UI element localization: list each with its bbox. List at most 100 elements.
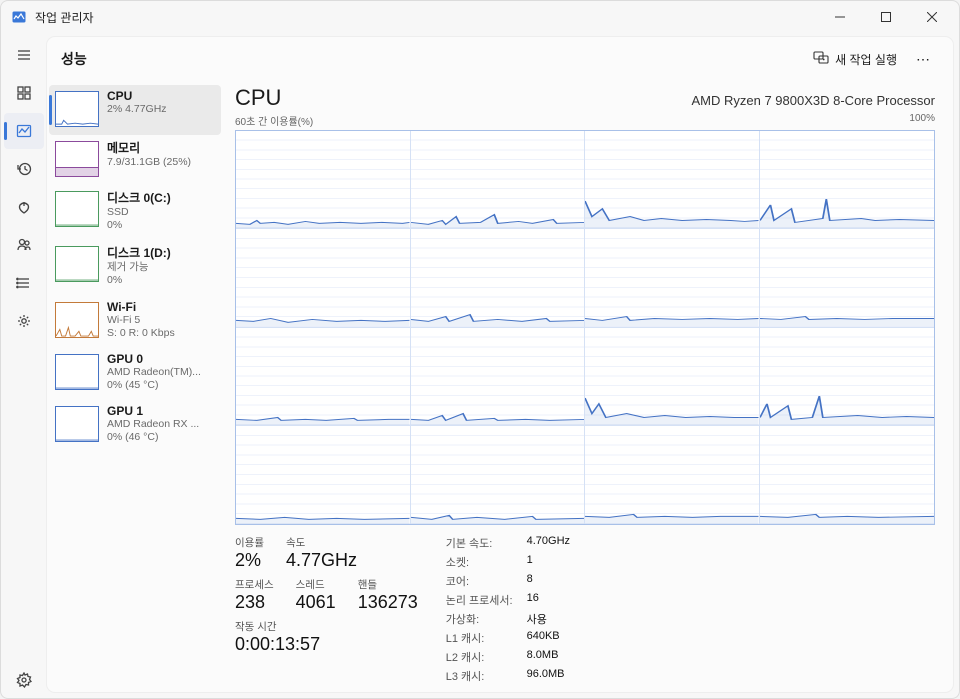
core-chart-14: [585, 426, 760, 524]
proc-value: 238: [235, 592, 274, 613]
axis-right-label: 100%: [909, 113, 935, 128]
perf-item-title: GPU 1: [107, 404, 199, 418]
new-task-label: 새 작업 실행: [835, 51, 897, 68]
more-button[interactable]: ⋯: [909, 51, 939, 68]
core-chart-2: [585, 131, 760, 229]
nav-details[interactable]: [4, 265, 44, 301]
perf-thumb-cpu: [55, 91, 99, 127]
info-key: L1 캐시:: [446, 630, 513, 646]
nav-settings[interactable]: [4, 662, 44, 698]
core-chart-4: [236, 229, 411, 327]
perf-item-title: 디스크 1(D:): [107, 244, 171, 261]
perf-item-title: CPU: [107, 89, 167, 103]
perf-item-sub1: SSD: [107, 206, 171, 219]
axis-left-label: 60초 간 이용률(%): [235, 113, 313, 128]
cpu-core-chart-grid: [235, 130, 935, 525]
util-label: 이용률: [235, 535, 264, 550]
info-value: 4.70GHz: [527, 535, 570, 551]
perf-resource-list: CPU2% 4.77GHz메모리7.9/31.1GB (25%)디스크 0(C:…: [47, 81, 223, 692]
nav-rail: [1, 33, 47, 698]
cpu-model: AMD Ryzen 7 9800X3D 8-Core Processor: [692, 93, 936, 108]
perf-item-disk1[interactable]: 디스크 1(D:)제거 가능0%: [49, 240, 221, 295]
task-manager-window: 작업 관리자 성능 새 작업 실행: [0, 0, 960, 699]
core-chart-3: [760, 131, 935, 229]
info-value: 1: [527, 554, 570, 570]
core-chart-8: [236, 328, 411, 426]
core-chart-10: [585, 328, 760, 426]
info-key: 기본 속도:: [446, 535, 513, 551]
info-value: 96.0MB: [527, 668, 570, 684]
perf-thumb-disk0: [55, 191, 99, 227]
titlebar: 작업 관리자: [1, 1, 959, 33]
perf-item-title: Wi-Fi: [107, 300, 175, 314]
info-key: L3 캐시:: [446, 668, 513, 684]
perf-item-sub1: AMD Radeon RX ...: [107, 418, 199, 431]
perf-thumb-gpu1: [55, 406, 99, 442]
minimize-button[interactable]: [817, 1, 863, 33]
util-value: 2%: [235, 550, 264, 571]
info-value: 8: [527, 573, 570, 589]
core-chart-5: [411, 229, 586, 327]
perf-item-sub1: AMD Radeon(TM)...: [107, 366, 201, 379]
perf-item-gpu1[interactable]: GPU 1AMD Radeon RX ...0% (46 °C): [49, 400, 221, 452]
core-chart-12: [236, 426, 411, 524]
core-chart-0: [236, 131, 411, 229]
perf-item-title: 디스크 0(C:): [107, 189, 171, 206]
info-key: 소켓:: [446, 554, 513, 570]
maximize-button[interactable]: [863, 1, 909, 33]
handle-value: 136273: [358, 592, 418, 613]
perf-item-sub2: 0% (45 °C): [107, 379, 201, 392]
new-task-button[interactable]: 새 작업 실행: [805, 47, 905, 72]
app-title: 작업 관리자: [35, 9, 817, 26]
detail-title: CPU: [235, 85, 281, 111]
nav-startup[interactable]: [4, 189, 44, 225]
cpu-stats: 이용률 2% 속도 4.77GHz 프로세스: [235, 535, 935, 684]
perf-item-sub2: S: 0 R: 0 Kbps: [107, 327, 175, 340]
info-value: 16: [527, 592, 570, 608]
perf-thumb-disk1: [55, 246, 99, 282]
perf-item-memory[interactable]: 메모리7.9/31.1GB (25%): [49, 135, 221, 185]
nav-services[interactable]: [4, 303, 44, 339]
core-chart-9: [411, 328, 586, 426]
perf-item-sub1: 7.9/31.1GB (25%): [107, 156, 191, 169]
perf-item-sub1: Wi-Fi 5: [107, 314, 175, 327]
core-chart-11: [760, 328, 935, 426]
info-key: L2 캐시:: [446, 649, 513, 665]
perf-item-sub1: 2% 4.77GHz: [107, 103, 167, 116]
nav-processes[interactable]: [4, 75, 44, 111]
content-header: 성능 새 작업 실행 ⋯: [47, 37, 953, 81]
cpu-info-table: 기본 속도: 4.70GHz 소켓: 1 코어: 8 논리 프로세서: 16 가상화: 사용 L1 …: [446, 535, 570, 684]
speed-label: 속도: [286, 535, 357, 550]
thread-value: 4061: [296, 592, 336, 613]
perf-item-sub2: 0%: [107, 219, 171, 232]
perf-item-cpu[interactable]: CPU2% 4.77GHz: [49, 85, 221, 135]
proc-label: 프로세스: [235, 577, 274, 592]
perf-thumb-memory: [55, 141, 99, 177]
perf-item-disk0[interactable]: 디스크 0(C:)SSD0%: [49, 185, 221, 240]
perf-item-title: 메모리: [107, 139, 191, 156]
handle-label: 핸들: [358, 577, 418, 592]
thread-label: 스레드: [296, 577, 336, 592]
info-key: 논리 프로세서:: [446, 592, 513, 608]
close-button[interactable]: [909, 1, 955, 33]
perf-item-sub2: 0%: [107, 274, 171, 287]
perf-item-sub2: 0% (46 °C): [107, 431, 199, 444]
nav-users[interactable]: [4, 227, 44, 263]
content-panel: 성능 새 작업 실행 ⋯ CPU2% 4.77GHz메모리7.9/31.1GB …: [47, 37, 953, 692]
chart-axis-labels: 60초 간 이용률(%) 100%: [235, 113, 935, 128]
uptime-label: 작동 시간: [235, 619, 418, 634]
core-chart-13: [411, 426, 586, 524]
info-key: 코어:: [446, 573, 513, 589]
nav-app-history[interactable]: [4, 151, 44, 187]
nav-performance[interactable]: [4, 113, 44, 149]
perf-item-wifi[interactable]: Wi-FiWi-Fi 5S: 0 R: 0 Kbps: [49, 296, 221, 348]
perf-thumb-wifi: [55, 302, 99, 338]
core-chart-7: [760, 229, 935, 327]
nav-hamburger[interactable]: [4, 37, 44, 73]
perf-thumb-gpu0: [55, 354, 99, 390]
perf-item-title: GPU 0: [107, 352, 201, 366]
info-key: 가상화:: [446, 611, 513, 627]
perf-item-gpu0[interactable]: GPU 0AMD Radeon(TM)...0% (45 °C): [49, 348, 221, 400]
uptime-value: 0:00:13:57: [235, 634, 418, 655]
info-value: 사용: [527, 611, 570, 627]
